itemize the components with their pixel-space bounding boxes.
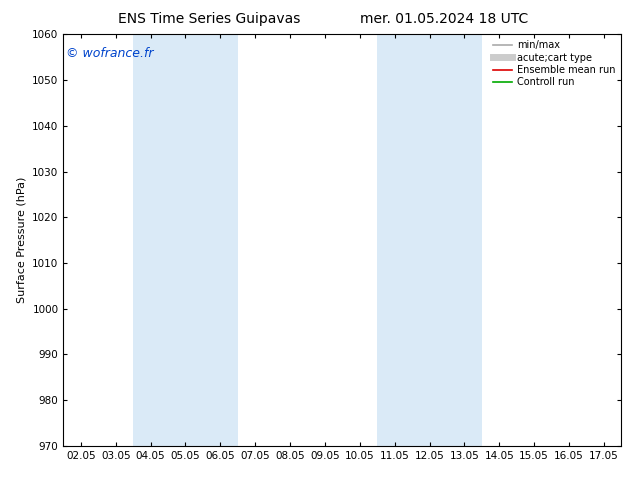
Bar (133, 34, 238, 446)
Bar (377, 34, 482, 446)
Text: ENS Time Series Guipavas: ENS Time Series Guipavas (118, 12, 301, 26)
Text: mer. 01.05.2024 18 UTC: mer. 01.05.2024 18 UTC (359, 12, 528, 26)
Y-axis label: Surface Pressure (hPa): Surface Pressure (hPa) (16, 177, 27, 303)
Legend: min/max, acute;cart type, Ensemble mean run, Controll run: min/max, acute;cart type, Ensemble mean … (489, 36, 619, 91)
Text: © wofrance.fr: © wofrance.fr (66, 47, 153, 60)
